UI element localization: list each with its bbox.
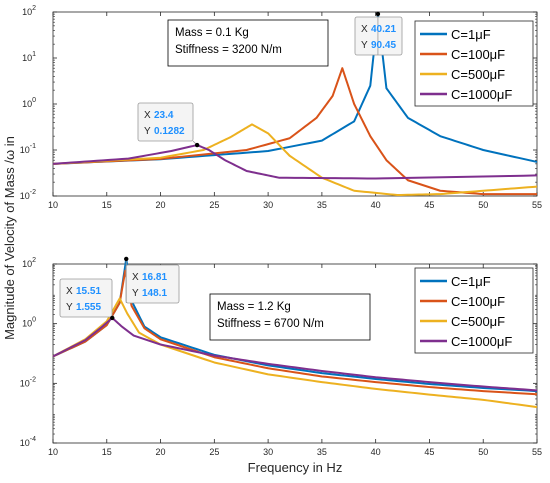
top-annotation-box bbox=[167, 19, 329, 67]
bottom-legend-label: C=1μF bbox=[451, 274, 491, 289]
top-legend-label: C=1000μF bbox=[451, 87, 512, 102]
top-legend-label: C=1μF bbox=[451, 27, 491, 42]
top-datatip-x-value: 40.21 bbox=[371, 24, 396, 35]
top-x-tick-label: 50 bbox=[478, 200, 488, 210]
top-y-tick-label: 100 bbox=[22, 97, 36, 109]
top-plot: 10 15 20 25 30 35 40 45 50 55 102 101 100 10-1 10-2 Mas… bbox=[20, 5, 542, 210]
top-x-tick-label: 20 bbox=[156, 200, 166, 210]
bottom-x-tick-label: 25 bbox=[209, 447, 219, 457]
bottom-series-line-2 bbox=[52, 297, 538, 409]
bottom-y-tick-label: 10-2 bbox=[20, 376, 36, 388]
bottom-legend-label: C=1000μF bbox=[451, 334, 512, 349]
top-annotation-line: Stiffness = 3200 N/m bbox=[175, 44, 282, 56]
bottom-datatip-y-value: 148.1 bbox=[142, 288, 167, 299]
bottom-plot: 10 15 20 25 30 35 40 45 50 55 102 100 10-2 10-4 Mass =… bbox=[20, 256, 542, 457]
bottom-datatip-marker bbox=[124, 256, 129, 262]
bottom-annotation-line: Stiffness = 6700 N/m bbox=[217, 318, 324, 330]
top-x-tick-label: 15 bbox=[102, 200, 112, 210]
bottom-y-tick-label: 102 bbox=[22, 257, 36, 269]
bottom-datatip-x-value: 16.81 bbox=[142, 272, 167, 283]
bottom-legend-label: C=100μF bbox=[451, 294, 505, 309]
bottom-y-tick-label: 10-4 bbox=[20, 436, 36, 448]
top-annotation-line: Mass = 0.1 Kg bbox=[175, 27, 249, 39]
top-x-tick-label: 35 bbox=[317, 200, 327, 210]
top-series-line-2 bbox=[52, 123, 538, 197]
top-datatip-y-value: 90.45 bbox=[371, 40, 396, 51]
top-datatip-x-key: X bbox=[144, 110, 151, 121]
y-axis-label: Magnitude of Velocity of Mass /ω in bbox=[2, 136, 17, 340]
top-x-tick-label: 40 bbox=[371, 200, 381, 210]
top-datatip-y-value: 0.1282 bbox=[154, 126, 185, 137]
bottom-legend-label: C=500μF bbox=[451, 314, 505, 329]
bottom-datatip-y-key: Y bbox=[66, 302, 73, 313]
top-datatip-box bbox=[137, 102, 194, 142]
bottom-x-tick-label: 55 bbox=[532, 447, 542, 457]
bottom-x-tick-label: 10 bbox=[48, 447, 58, 457]
top-datatip-x-key: X bbox=[361, 24, 368, 35]
top-series-line-3 bbox=[52, 144, 538, 180]
bottom-annotation-box bbox=[209, 293, 371, 341]
top-x-tick-label: 45 bbox=[424, 200, 434, 210]
top-x-tick-label: 25 bbox=[209, 200, 219, 210]
top-datatip-marker bbox=[375, 11, 381, 17]
bottom-datatip-x-key: X bbox=[132, 272, 139, 283]
top-x-tick-label: 55 bbox=[532, 200, 542, 210]
top-series-line-1 bbox=[52, 67, 537, 196]
top-datatip-y-key: Y bbox=[361, 40, 368, 51]
top-datatip-marker bbox=[194, 142, 200, 148]
bottom-datatip-x-value: 15.51 bbox=[76, 286, 101, 297]
x-axis-label: Frequency in Hz bbox=[248, 460, 343, 475]
top-datatip-y-key: Y bbox=[144, 126, 151, 137]
top-x-tick-label: 30 bbox=[263, 200, 273, 210]
top-datatip-box bbox=[354, 16, 403, 56]
top-legend-label: C=100μF bbox=[451, 47, 505, 62]
bottom-datatip-y-key: Y bbox=[132, 288, 139, 299]
bottom-x-tick-label: 35 bbox=[317, 447, 327, 457]
bottom-datatip-marker bbox=[110, 315, 115, 321]
bottom-x-tick-label: 30 bbox=[263, 447, 273, 457]
top-y-tick-label: 101 bbox=[22, 51, 36, 63]
bottom-x-tick-label: 45 bbox=[424, 447, 434, 457]
bottom-y-tick-label: 100 bbox=[22, 317, 36, 329]
bottom-annotation-line: Mass = 1.2 Kg bbox=[217, 301, 291, 313]
top-y-tick-label: 102 bbox=[22, 5, 36, 17]
top-legend-label: C=500μF bbox=[451, 67, 505, 82]
bottom-datatip-y-value: 1.555 bbox=[76, 302, 101, 313]
bottom-datatip-x-key: X bbox=[66, 286, 73, 297]
top-x-tick-label: 10 bbox=[48, 200, 58, 210]
bottom-datatip-box bbox=[59, 278, 113, 318]
bottom-series-line-3 bbox=[52, 316, 538, 392]
bottom-x-tick-label: 20 bbox=[156, 447, 166, 457]
bottom-x-tick-label: 50 bbox=[478, 447, 488, 457]
bottom-x-tick-label: 40 bbox=[371, 447, 381, 457]
bottom-x-tick-label: 15 bbox=[102, 447, 112, 457]
top-y-tick-label: 10-2 bbox=[20, 189, 36, 201]
top-y-tick-label: 10-1 bbox=[20, 143, 36, 155]
top-datatip-x-value: 23.4 bbox=[154, 110, 174, 121]
